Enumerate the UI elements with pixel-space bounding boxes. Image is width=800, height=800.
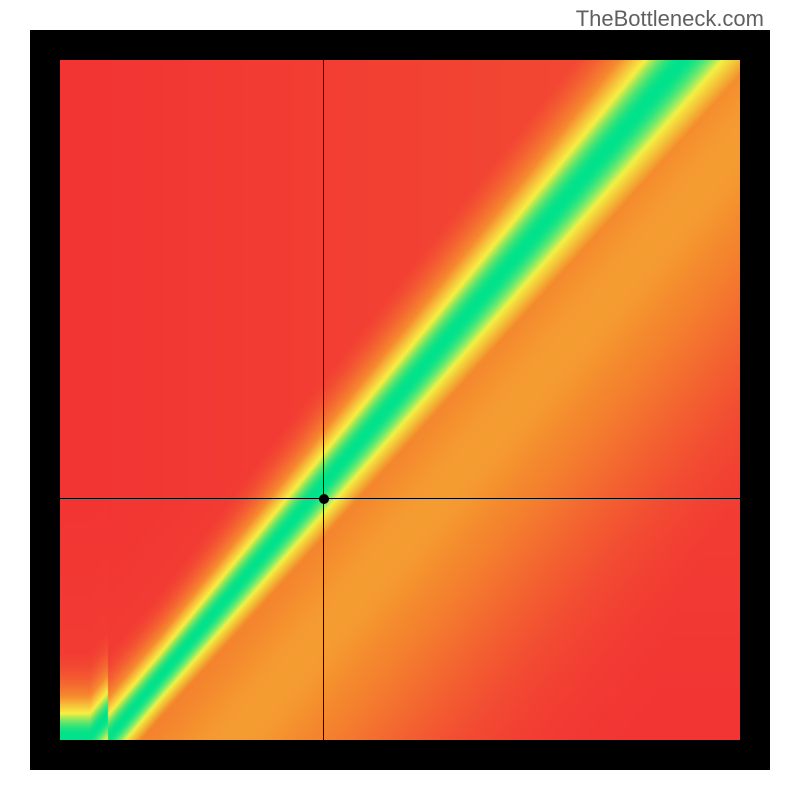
crosshair-dot <box>319 494 329 504</box>
crosshair-vertical <box>323 60 324 740</box>
crosshair-horizontal <box>60 498 740 499</box>
chart-container: TheBottleneck.com <box>0 0 800 800</box>
plot-area <box>60 60 740 740</box>
watermark-text: TheBottleneck.com <box>576 6 764 32</box>
heatmap-canvas <box>60 60 740 740</box>
plot-frame <box>30 30 770 770</box>
